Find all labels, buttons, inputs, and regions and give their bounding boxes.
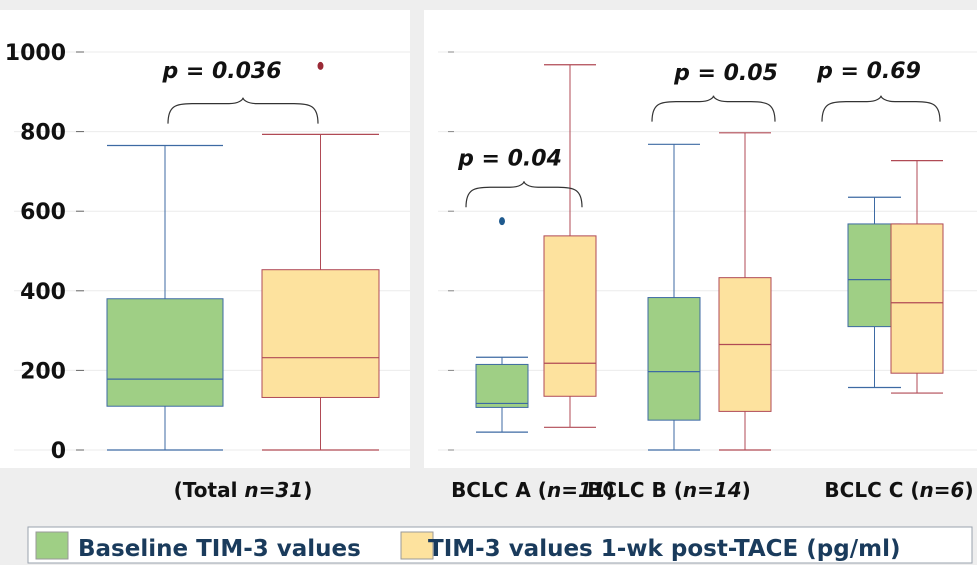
y-tick-label: 200: [20, 359, 66, 384]
category-label-close: ): [964, 478, 973, 502]
p-value-label: p = 0.05: [673, 61, 778, 86]
y-tick-label: 600: [20, 200, 66, 225]
category-label-text: BCLC A (: [451, 478, 547, 502]
box-iqr: [890, 223, 944, 374]
y-tick-label: 1000: [5, 41, 66, 66]
category-label: (Total n=31): [174, 478, 313, 502]
box-iqr: [261, 269, 380, 398]
legend-label: TIM-3 values 1-wk post-TACE (pg/ml): [428, 536, 900, 562]
p-value-label: p = 0.036: [161, 59, 281, 84]
category-label-text: (Total: [174, 478, 245, 502]
legend-label: Baseline TIM-3 values: [78, 536, 361, 562]
y-tick-label: 0: [51, 439, 66, 464]
legend-swatch: [400, 531, 434, 560]
category-label-close: ): [742, 478, 751, 502]
significance-bracket: [167, 97, 319, 124]
category-label-n: n=14: [683, 478, 742, 502]
box-plot: [890, 160, 944, 394]
box-iqr: [647, 297, 701, 421]
y-tick-label: 800: [20, 121, 66, 146]
box-plot: [106, 144, 224, 451]
significance-bracket: [821, 95, 941, 122]
category-label-close: ): [606, 478, 615, 502]
category-label-n: n=6: [920, 478, 965, 502]
legend-swatch: [35, 531, 69, 560]
significance-bracket: [651, 95, 776, 122]
box-plot: [475, 217, 529, 433]
outlier-point: [499, 217, 505, 226]
category-label-text: BCLC B (: [587, 478, 683, 502]
outlier-point: [317, 61, 324, 70]
category-label: BCLC A (n=11): [451, 478, 615, 502]
box-iqr: [543, 235, 597, 397]
box-plot: [718, 132, 772, 451]
panel-total: 0 200 400 600 800 1000 p = 0.036 (Total n=31): [0, 10, 410, 502]
category-label: BCLC C (n=6): [824, 478, 973, 502]
box-plot: [647, 143, 701, 451]
box-plot: [543, 64, 597, 428]
p-value-label: p = 0.04: [457, 146, 562, 171]
box-plot: [261, 61, 380, 451]
category-label-n: n=31: [244, 478, 303, 502]
box-iqr: [106, 298, 224, 407]
category-label-text: BCLC C (: [824, 478, 919, 502]
legend: Baseline TIM-3 values TIM-3 values 1-wk p…: [27, 526, 973, 564]
y-tick-label: 400: [20, 280, 66, 305]
p-value-label: p = 0.69: [816, 59, 921, 84]
category-label: BCLC B (n=14): [587, 478, 751, 502]
box-iqr: [475, 363, 529, 408]
legend-box: [27, 526, 973, 564]
category-label-close: ): [303, 478, 312, 502]
category-label-n: n=11: [547, 478, 606, 502]
significance-bracket: [465, 181, 583, 208]
